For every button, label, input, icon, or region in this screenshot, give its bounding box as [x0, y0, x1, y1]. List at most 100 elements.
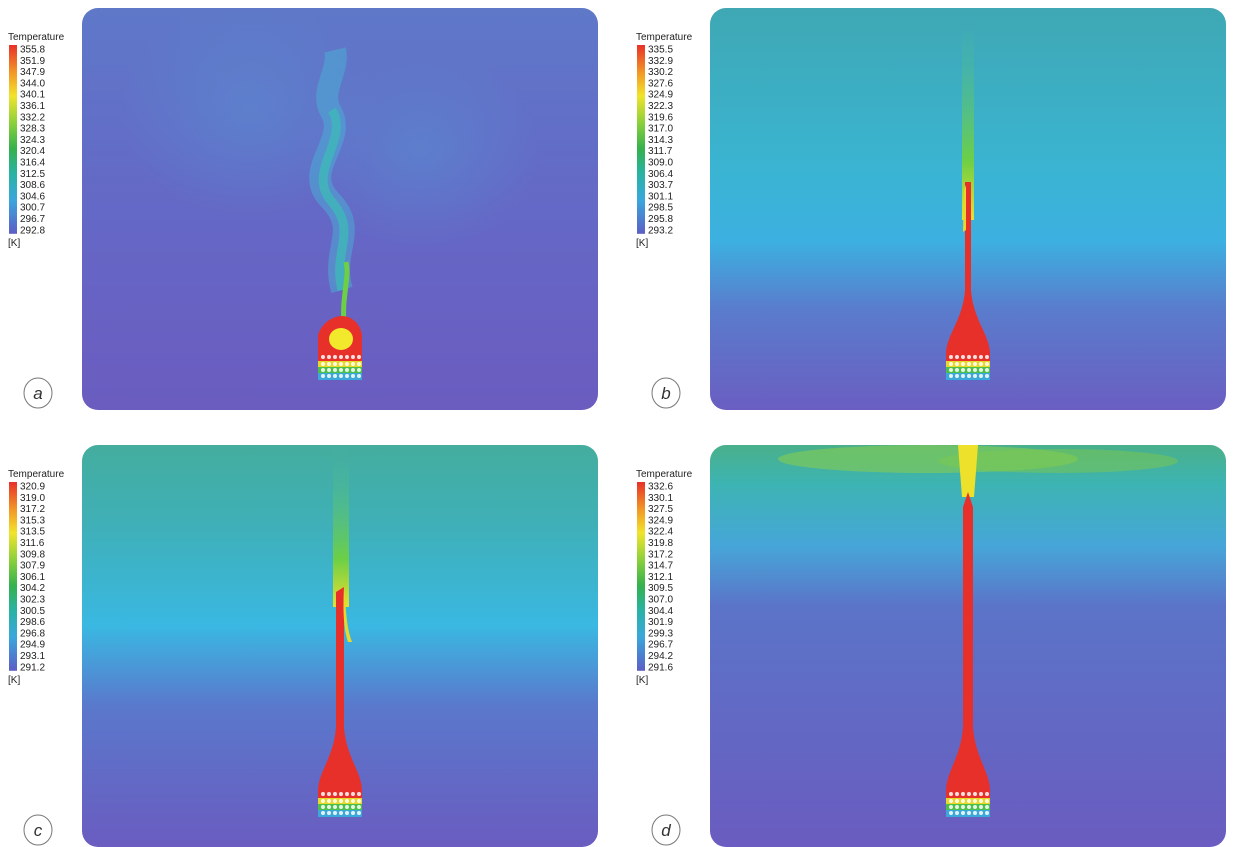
legend-tick-label: 299.3: [648, 628, 673, 639]
legend-tick-label: 306.1: [20, 572, 45, 583]
legend-tick-label: 322.4: [648, 527, 673, 538]
legend-tick-label: 317.0: [648, 124, 673, 135]
panel-label: c: [34, 821, 43, 840]
legend-unit: [K]: [8, 675, 20, 686]
legend-tick-label: 322.3: [648, 101, 673, 112]
legend-tick-label: 312.1: [648, 572, 673, 583]
legend-tick-label: 304.6: [20, 191, 45, 202]
contour-plot: [710, 8, 1226, 410]
legend-tick-label: 296.7: [20, 214, 45, 225]
color-bar: [9, 45, 17, 234]
legend-unit: [K]: [636, 675, 648, 686]
legend-tick-label: 324.9: [648, 515, 673, 526]
label-circle: [651, 377, 681, 409]
legend-tick-label: 317.2: [20, 504, 45, 515]
contour-plot: [82, 445, 598, 847]
legend-tick-label: 291.6: [648, 662, 673, 673]
legend-tick-label: 307.9: [20, 561, 45, 572]
legend-tick-label: 340.1: [20, 90, 45, 101]
panel: Temperature 320.9319.0317.2315.3313.5311.…: [8, 445, 598, 847]
legend-tick-label: 315.3: [20, 515, 45, 526]
legend-tick-label: 312.5: [20, 169, 45, 180]
legend-tick-label: 300.7: [20, 203, 45, 214]
legend-title: Temperature: [8, 32, 65, 43]
legend-tick-label: 324.9: [648, 90, 673, 101]
legend-title: Temperature: [636, 469, 693, 480]
panel: Temperature 355.8351.9347.9344.0340.1336.…: [8, 8, 598, 410]
label-circle: [23, 814, 53, 846]
legend-tick-label: 296.8: [20, 628, 45, 639]
contour-plot: [710, 445, 1226, 847]
contour-plot: [82, 8, 598, 410]
legend-tick-label: 332.9: [648, 56, 673, 67]
legend-tick-label: 311.7: [648, 146, 673, 157]
legend-tick-label: 294.9: [20, 640, 45, 651]
legend-tick-label: 324.3: [20, 135, 45, 146]
label-circle: [651, 814, 681, 846]
panel-label: b: [661, 384, 670, 403]
legend-tick-label: 303.7: [648, 180, 673, 191]
legend-tick-label: 332.6: [648, 482, 673, 493]
legend-tick-label: 351.9: [20, 56, 45, 67]
legend-title: Temperature: [8, 469, 65, 480]
legend-tick-label: 302.3: [20, 595, 45, 606]
legend-tick-label: 320.9: [20, 482, 45, 493]
legend-tick-label: 316.4: [20, 158, 45, 169]
legend-title: Temperature: [636, 32, 693, 43]
legend-tick-label: 327.5: [648, 504, 673, 515]
legend-tick-label: 311.6: [20, 538, 45, 549]
legend-tick-label: 344.0: [20, 78, 45, 89]
legend-tick-label: 304.2: [20, 583, 45, 594]
legend-tick-label: 300.5: [20, 606, 45, 617]
legend-tick-label: 292.8: [20, 225, 45, 236]
legend-tick-label: 330.2: [648, 67, 673, 78]
legend-tick-label: 295.8: [648, 214, 673, 225]
legend-tick-label: 320.4: [20, 146, 45, 157]
legend-unit: [K]: [8, 238, 20, 249]
legend-tick-label: 347.9: [20, 67, 45, 78]
legend-tick-label: 330.1: [648, 493, 673, 504]
legend-tick-label: 309.8: [20, 549, 45, 560]
legend-tick-label: 291.2: [20, 662, 45, 673]
legend-tick-label: 309.5: [648, 583, 673, 594]
legend-tick-label: 317.2: [648, 549, 673, 560]
legend: Temperature 335.5332.9330.2327.6324.9322.…: [636, 32, 693, 249]
legend-tick-label: 319.6: [648, 112, 673, 123]
legend-tick-label: 313.5: [20, 527, 45, 538]
legend-tick-label: 296.7: [648, 640, 673, 651]
legend-tick-label: 314.7: [648, 561, 673, 572]
legend-tick-label: 355.8: [20, 45, 45, 56]
legend-tick-label: 301.1: [648, 191, 673, 202]
legend-unit: [K]: [636, 238, 648, 249]
legend-tick-label: 309.0: [648, 158, 673, 169]
legend-tick-label: 301.9: [648, 617, 673, 628]
panel-label: a: [33, 384, 42, 403]
legend: Temperature 320.9319.0317.2315.3313.5311.…: [8, 469, 65, 686]
legend-tick-label: 298.5: [648, 203, 673, 214]
legend: Temperature 332.6330.1327.5324.9322.4319.…: [636, 469, 693, 686]
legend-tick-label: 304.4: [648, 606, 673, 617]
panel: Temperature 332.6330.1327.5324.9322.4319.…: [636, 445, 1226, 847]
color-bar: [637, 482, 645, 671]
legend-tick-label: 293.1: [20, 651, 45, 662]
color-bar: [9, 482, 17, 671]
legend: Temperature 355.8351.9347.9344.0340.1336.…: [8, 32, 65, 249]
legend-tick-label: 314.3: [648, 135, 673, 146]
legend-tick-label: 294.2: [648, 651, 673, 662]
legend-tick-label: 328.3: [20, 124, 45, 135]
legend-tick-label: 298.6: [20, 617, 45, 628]
legend-tick-label: 308.6: [20, 180, 45, 191]
legend-tick-label: 307.0: [648, 595, 673, 606]
legend-tick-label: 336.1: [20, 101, 45, 112]
legend-tick-label: 319.0: [20, 493, 45, 504]
legend-tick-label: 293.2: [648, 225, 673, 236]
legend-tick-label: 319.8: [648, 538, 673, 549]
panel-label: d: [661, 821, 671, 840]
legend-tick-label: 327.6: [648, 78, 673, 89]
color-bar: [637, 45, 645, 234]
label-circle: [23, 377, 53, 409]
legend-tick-label: 335.5: [648, 45, 673, 56]
legend-tick-label: 306.4: [648, 169, 673, 180]
